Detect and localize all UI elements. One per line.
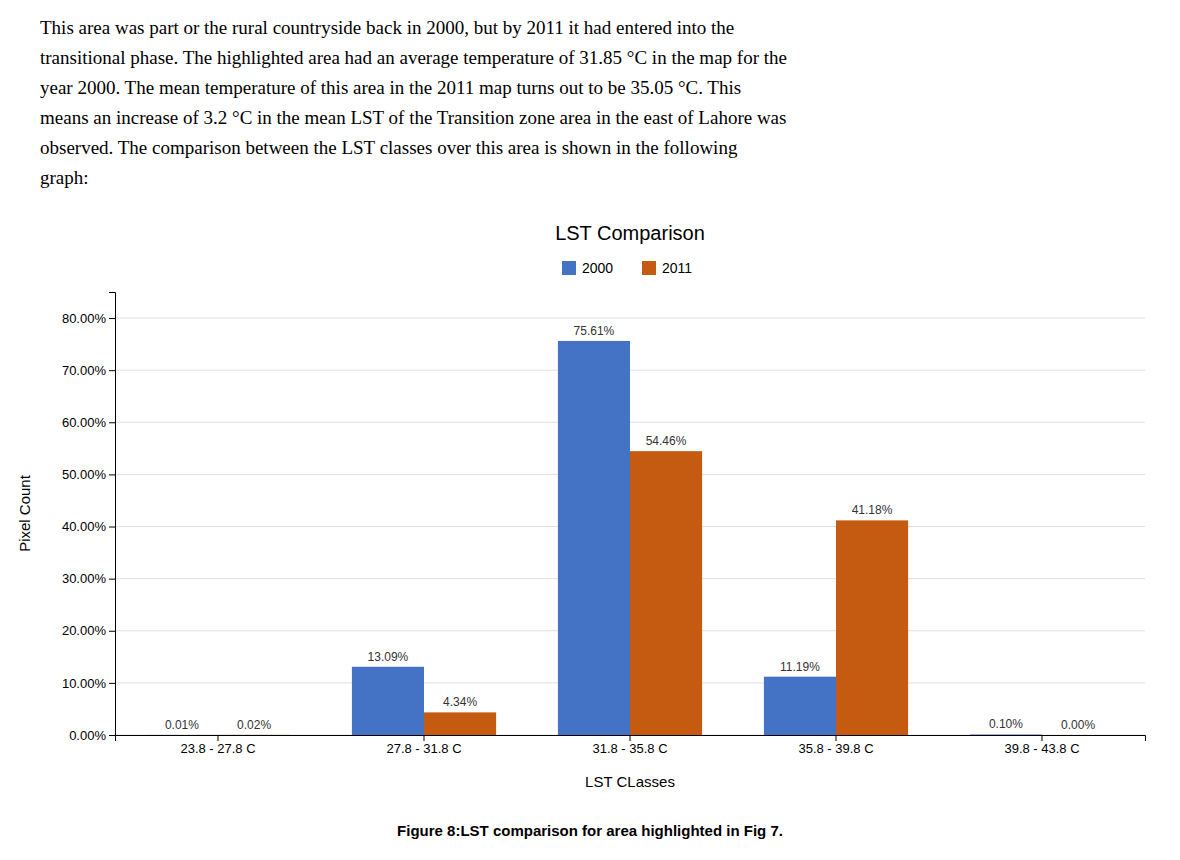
y-tick: 60.00%	[62, 415, 115, 430]
legend-label: 2000	[582, 260, 613, 276]
chart-title: LST Comparison	[555, 222, 705, 244]
y-axis-title: Pixel Count	[16, 474, 33, 552]
y-tick: 80.00%	[62, 311, 115, 326]
paragraph-line: means an increase of 3.2 °C in the mean …	[40, 107, 786, 128]
y-tick: 50.00%	[62, 467, 115, 482]
bar	[970, 734, 1042, 735]
x-tick-mark	[1042, 735, 1043, 741]
y-tick-label: 50.00%	[62, 467, 107, 482]
y-tick-mark	[109, 631, 115, 632]
data-label: 75.61%	[574, 324, 615, 338]
legend-label: 2011	[662, 260, 692, 276]
data-label: 0.02%	[237, 718, 271, 732]
bar	[352, 667, 424, 735]
x-tick-mark	[218, 735, 219, 741]
legend-swatch	[642, 261, 656, 275]
y-axis-line	[109, 293, 116, 736]
data-label: 41.18%	[852, 503, 893, 517]
x-tick-label: 39.8 - 43.8 C	[1004, 741, 1079, 756]
y-tick-mark	[109, 527, 115, 528]
x-tick: 39.8 - 43.8 C	[1004, 735, 1079, 756]
bar-series	[218, 451, 908, 735]
grid-line	[115, 318, 1145, 319]
x-tick: 35.8 - 39.8 C	[798, 735, 873, 756]
paragraph-line: observed. The comparison between the LST…	[40, 137, 738, 158]
x-tick-label: 35.8 - 39.8 C	[798, 741, 873, 756]
legend-item: 2011	[642, 260, 692, 276]
x-tick-label: 27.8 - 31.8 C	[386, 741, 461, 756]
y-tick-mark	[109, 422, 115, 423]
y-tick-label: 10.00%	[62, 676, 107, 691]
y-tick-label: 20.00%	[62, 623, 107, 638]
y-tick-label: 0.00%	[69, 728, 106, 743]
data-label: 0.00%	[1061, 718, 1095, 732]
data-label: 4.34%	[443, 695, 477, 709]
y-tick-mark	[109, 683, 115, 684]
figure: This area was part or the rural countrys…	[0, 0, 1180, 860]
legend-item: 2000	[562, 260, 613, 276]
y-tick: 40.00%	[62, 519, 115, 534]
data-label: 13.09%	[368, 650, 409, 664]
data-labels: 0.01% 13.09% 75.61% 11.19% 0.10% 0.02% 4.34% 54…	[165, 324, 1095, 732]
y-tick: 30.00%	[62, 571, 115, 586]
grid	[115, 318, 1145, 735]
y-tick: 0.00%	[69, 728, 115, 743]
y-tick: 20.00%	[62, 623, 115, 638]
x-tick-mark	[630, 735, 631, 741]
bar	[218, 734, 290, 735]
bar	[558, 341, 630, 735]
y-tick-mark	[109, 579, 115, 580]
y-tick-label: 40.00%	[62, 519, 107, 534]
x-axis: 23.8 - 27.8 C 27.8 - 31.8 C 31.8 - 35.8 C 3…	[116, 735, 1146, 756]
bar	[1042, 735, 1114, 736]
paragraph-line: transitional phase. The highlighted area…	[40, 47, 787, 68]
data-label: 11.19%	[780, 660, 820, 674]
bar	[630, 451, 702, 735]
y-axis: 0.00% 10.00% 20.00% 30.00% 40.00% 50.00% 60.00…	[62, 293, 116, 743]
bar	[146, 734, 218, 735]
y-tick-label: 80.00%	[62, 311, 107, 326]
x-tick: 31.8 - 35.8 C	[592, 735, 667, 756]
y-tick: 10.00%	[62, 676, 115, 691]
bars	[146, 341, 1042, 735]
paragraph-line: This area was part or the rural countrys…	[40, 17, 734, 38]
x-axis-title: LST CLasses	[585, 773, 675, 790]
x-tick-mark	[424, 735, 425, 741]
y-tick-mark	[109, 474, 115, 475]
y-tick-mark	[109, 318, 115, 319]
x-tick: 23.8 - 27.8 C	[180, 735, 255, 756]
y-tick-mark	[109, 735, 115, 736]
paragraph: This area was part or the rural countrys…	[40, 17, 787, 188]
caption: Figure 8:LST comparison for area highlig…	[397, 822, 783, 839]
y-tick-label: 30.00%	[62, 571, 107, 586]
y-tick-label: 70.00%	[62, 363, 107, 378]
x-tick-mark	[836, 735, 837, 741]
data-label: 0.10%	[989, 717, 1023, 731]
x-tick-label: 23.8 - 27.8 C	[180, 741, 255, 756]
data-label: 0.01%	[165, 718, 199, 732]
paragraph-line: year 2000. The mean temperature of this …	[40, 77, 741, 98]
y-tick-label: 60.00%	[62, 415, 107, 430]
data-label: 54.46%	[646, 434, 687, 448]
x-tick: 27.8 - 31.8 C	[386, 735, 461, 756]
bar	[764, 677, 836, 735]
y-tick-mark	[109, 370, 115, 371]
legend: 2000 2011	[562, 260, 692, 276]
plot: 0.01% 13.09% 75.61% 11.19% 0.10% 0.02% 4.34% 54…	[62, 293, 1146, 757]
x-tick-label: 31.8 - 35.8 C	[592, 741, 667, 756]
bar-series	[146, 341, 1042, 735]
y-tick: 70.00%	[62, 363, 115, 378]
legend-swatch	[562, 261, 576, 275]
bar	[836, 520, 908, 735]
x-axis-line	[116, 736, 1146, 742]
bar	[424, 712, 496, 735]
paragraph-line: graph:	[40, 167, 89, 188]
